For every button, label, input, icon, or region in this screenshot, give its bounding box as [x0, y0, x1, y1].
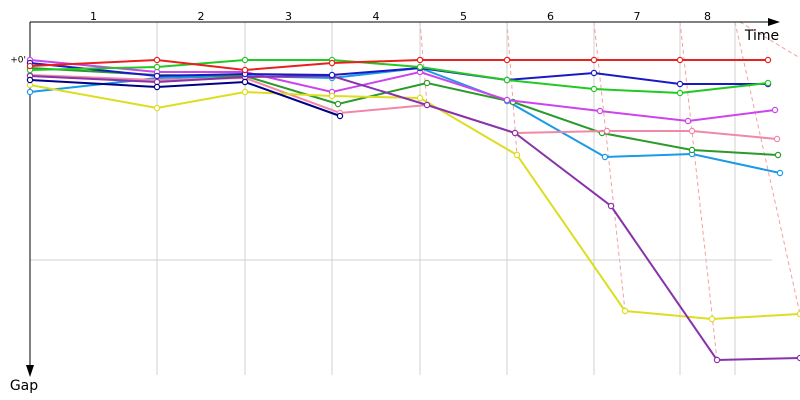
- data-point: [26, 76, 34, 84]
- data-point: [513, 151, 521, 159]
- data-point: [503, 76, 511, 84]
- data-point: [590, 69, 598, 77]
- data-point: [713, 356, 721, 364]
- data-point: [503, 56, 511, 64]
- x-axis-title: Time: [744, 28, 779, 44]
- data-point: [590, 85, 598, 93]
- data-point: [153, 104, 161, 112]
- data-point: [336, 112, 344, 120]
- data-point: [676, 80, 684, 88]
- series-line: [29, 66, 781, 174]
- series: [26, 72, 800, 364]
- x-tick-label: 3: [285, 10, 292, 23]
- data-point: [503, 96, 511, 104]
- data-point: [676, 89, 684, 97]
- data-point: [688, 146, 696, 154]
- data-point: [423, 101, 431, 109]
- x-tick-label: 5: [460, 10, 467, 23]
- data-point: [774, 151, 782, 159]
- data-point: [423, 79, 431, 87]
- data-point: [153, 72, 161, 80]
- data-point: [416, 56, 424, 64]
- data-point: [796, 354, 800, 362]
- data-point: [590, 56, 598, 64]
- data-point: [416, 94, 424, 102]
- data-point: [328, 59, 336, 67]
- x-tick-label: 7: [634, 10, 641, 23]
- data-point: [708, 315, 716, 323]
- data-point: [241, 56, 249, 64]
- series: [26, 56, 772, 97]
- data-point: [153, 56, 161, 64]
- data-point: [603, 127, 611, 135]
- x-tick-label: 1: [90, 10, 97, 23]
- data-point: [241, 78, 249, 86]
- data-point: [153, 63, 161, 71]
- series: [26, 76, 344, 120]
- data-point: [776, 169, 784, 177]
- data-point: [241, 88, 249, 96]
- data-point: [676, 56, 684, 64]
- data-point: [773, 135, 781, 143]
- data-point: [26, 88, 34, 96]
- data-point: [26, 62, 34, 70]
- data-point: [596, 107, 604, 115]
- series: [26, 56, 772, 74]
- data-point: [621, 307, 629, 315]
- data-point: [764, 79, 772, 87]
- time-marker: [419, 21, 428, 106]
- x-axis-arrow: [768, 18, 780, 26]
- time-marker: [679, 21, 718, 361]
- data-point: [416, 63, 424, 71]
- data-point: [153, 83, 161, 91]
- data-point: [771, 106, 779, 114]
- data-point: [684, 117, 692, 125]
- data-point: [241, 66, 249, 74]
- leader-time-markers: [156, 21, 800, 361]
- data-point: [511, 129, 519, 137]
- time-marker: [506, 21, 518, 156]
- data-point: [328, 92, 336, 100]
- time-marker: [593, 21, 626, 312]
- y-tick-label: +0': [10, 56, 26, 66]
- data-point: [607, 202, 615, 210]
- x-tick-label: 2: [198, 10, 205, 23]
- time-marker: [739, 21, 800, 59]
- x-tick-label: 4: [373, 10, 380, 23]
- data-point: [334, 100, 342, 108]
- series-line: [29, 74, 778, 140]
- data-point: [688, 127, 696, 135]
- series: [26, 81, 800, 323]
- data-point: [601, 153, 609, 161]
- x-tick-label: 6: [547, 10, 554, 23]
- x-tick-label: 8: [704, 10, 711, 23]
- time-marker: [734, 21, 800, 315]
- data-point: [796, 310, 800, 318]
- y-axis-arrow: [26, 365, 34, 377]
- series-line: [29, 79, 341, 117]
- data-point: [764, 56, 772, 64]
- data-point: [328, 71, 336, 79]
- y-axis-title: Gap: [10, 378, 38, 394]
